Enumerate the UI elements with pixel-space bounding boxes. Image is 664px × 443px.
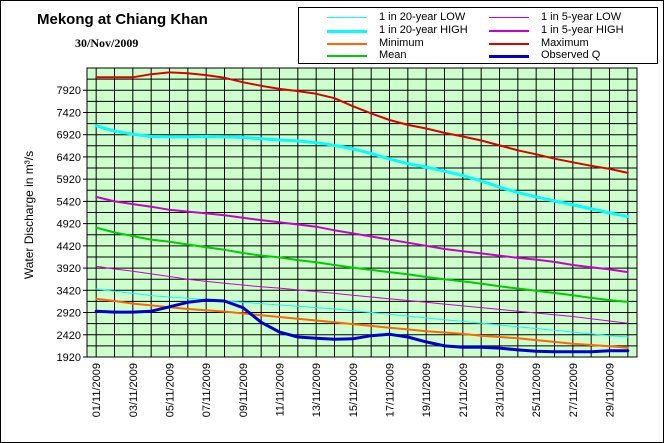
legend-swatch — [489, 30, 529, 32]
y-tick-label: 2920 — [57, 308, 81, 320]
legend-label: 1 in 5-year HIGH — [541, 24, 624, 36]
x-tick-label: 07/11/2009 — [201, 363, 213, 417]
legend-label: Minimum — [379, 37, 424, 49]
chart-subtitle: 30/Nov/2009 — [75, 36, 139, 50]
legend-swatch — [327, 43, 367, 45]
legend-label: 1 in 5-year LOW — [541, 11, 622, 23]
y-tick-label: 5920 — [57, 174, 81, 186]
legend-swatch — [489, 17, 529, 18]
x-tick-label: 25/11/2009 — [531, 363, 543, 417]
series-line — [95, 226, 629, 303]
x-tick-label: 23/11/2009 — [495, 363, 507, 417]
y-tick-label: 3420 — [57, 285, 81, 297]
x-tick-label: 21/11/2009 — [458, 363, 470, 417]
x-tick-label: 27/11/2009 — [568, 363, 580, 417]
series-line — [94, 298, 630, 354]
y-tick-label: 1920 — [57, 352, 81, 364]
x-tick-label: 15/11/2009 — [348, 363, 360, 417]
legend-swatch — [489, 43, 529, 45]
chart-legend: 1 in 20-year LOW 1 in 5-year LOW 1 in 20… — [298, 7, 658, 64]
legend-label: Maximum — [541, 37, 589, 49]
y-tick-label: 4920 — [57, 219, 81, 231]
x-tick-label: 01/11/2009 — [91, 363, 103, 417]
chart-title: Mekong at Chiang Khan — [37, 11, 208, 28]
series-line — [95, 297, 629, 349]
y-tick-label: 7920 — [57, 85, 81, 97]
y-tick-label: 4420 — [57, 241, 81, 253]
series-line — [95, 195, 629, 274]
x-tick-label: 11/11/2009 — [275, 363, 287, 416]
x-tick-label: 19/11/2009 — [421, 363, 433, 417]
legend-label: Mean — [379, 49, 407, 61]
x-tick-label: 05/11/2009 — [165, 363, 177, 417]
legend-swatch — [489, 55, 529, 58]
series-line — [94, 124, 630, 218]
legend-swatch — [327, 17, 367, 18]
x-tick-label: 13/11/2009 — [311, 363, 323, 417]
y-tick-label: 5420 — [57, 196, 81, 208]
x-tick-label: 03/11/2009 — [128, 363, 140, 417]
series-line — [95, 71, 629, 174]
x-tick-label: 17/11/2009 — [385, 363, 397, 417]
y-tick-label: 6420 — [57, 152, 81, 164]
legend-label: Observed Q — [541, 49, 601, 61]
legend-label: 1 in 20-year LOW — [379, 11, 466, 23]
y-tick-label: 7420 — [57, 107, 81, 119]
legend-swatch — [327, 30, 367, 33]
series-line — [95, 265, 629, 324]
series-line — [95, 288, 629, 338]
x-tick-label: 29/11/2009 — [605, 363, 617, 417]
legend-swatch — [327, 55, 367, 57]
plot-border — [86, 67, 638, 358]
legend-label: 1 in 20-year HIGH — [379, 24, 468, 36]
y-tick-label: 3920 — [57, 263, 81, 275]
y-tick-label: 6920 — [57, 130, 81, 142]
x-tick-label: 09/11/2009 — [238, 363, 250, 417]
y-tick-label: 2420 — [57, 330, 81, 342]
